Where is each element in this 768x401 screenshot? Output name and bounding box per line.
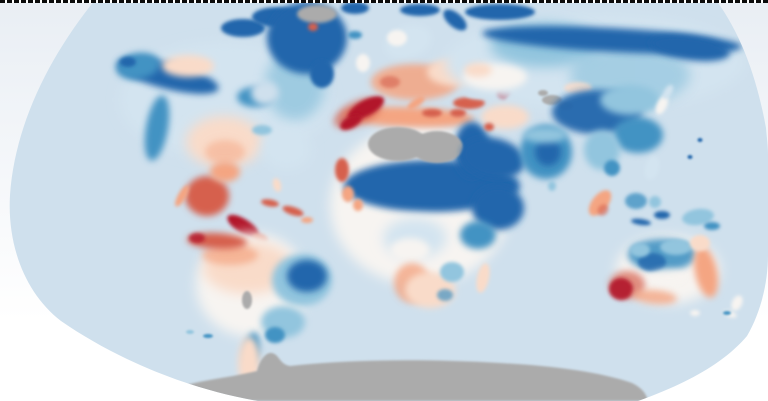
antilles	[301, 217, 313, 223]
borneo	[625, 193, 647, 209]
blob	[654, 211, 670, 219]
yukon-warm-patch	[162, 55, 214, 77]
pacific-speck	[697, 138, 703, 142]
arctic-island	[341, 2, 369, 14]
kenya	[460, 221, 496, 249]
altiplano-no-data	[242, 291, 252, 309]
blob	[205, 140, 245, 164]
greenland	[267, 2, 362, 88]
great-lakes	[252, 125, 272, 135]
greenland-red-spot	[308, 23, 318, 31]
blob	[310, 60, 334, 88]
baja	[175, 185, 189, 207]
iceland	[348, 31, 362, 39]
turkey-red	[453, 97, 485, 109]
blob	[265, 327, 285, 343]
blob	[342, 186, 354, 202]
west-coast-red	[335, 158, 349, 182]
sumatra-salmon	[588, 190, 612, 216]
philippines	[644, 156, 660, 180]
pacific-speck	[687, 155, 693, 159]
blob	[660, 239, 692, 255]
sahara-no-data	[411, 131, 463, 163]
south-coast-salmon	[633, 289, 677, 305]
iberia-dark-red	[347, 96, 385, 120]
north-china	[600, 85, 660, 115]
blob	[704, 222, 720, 230]
blob	[484, 123, 494, 131]
tarim-no-data	[538, 90, 548, 96]
horn-of-africa	[472, 186, 524, 230]
south-georgia	[186, 330, 194, 334]
blob	[630, 243, 650, 257]
ne-brazil-core	[287, 260, 327, 292]
hispaniola	[282, 205, 304, 217]
antarctica-no-data	[140, 352, 648, 401]
blob	[353, 199, 363, 211]
blob	[604, 160, 620, 176]
falklands	[203, 334, 213, 338]
morocco-dark-red	[340, 114, 362, 130]
blob	[650, 269, 686, 285]
central-america	[227, 214, 259, 238]
top-dashed-border	[0, 0, 768, 3]
antarctica	[140, 352, 648, 401]
new-guinea	[682, 208, 714, 226]
new-zealand-north	[731, 295, 743, 311]
sri-lanka	[548, 181, 556, 191]
blob	[437, 289, 453, 301]
blob	[662, 84, 674, 100]
cuba	[261, 199, 279, 207]
madagascar	[476, 263, 490, 293]
continent-africa	[330, 96, 524, 308]
norway-coast	[387, 30, 407, 46]
north-india	[523, 127, 567, 143]
blob	[650, 34, 730, 62]
blob	[202, 245, 258, 265]
west-coast-band	[144, 95, 170, 161]
blob	[638, 253, 666, 271]
blob	[440, 262, 464, 282]
continent-asia	[400, 4, 745, 230]
sw-australia-dark-red	[609, 278, 633, 300]
blob	[380, 76, 400, 88]
blob	[690, 235, 710, 251]
italy	[407, 96, 425, 110]
arctic-russia-islands	[465, 4, 535, 20]
continent-australia	[609, 235, 743, 318]
blob	[464, 63, 492, 77]
novaya-zemlya	[443, 9, 467, 31]
blob	[422, 109, 442, 117]
east-us-wash	[263, 130, 311, 170]
british-isles	[356, 54, 370, 72]
florida	[272, 178, 282, 192]
india-core	[535, 138, 561, 166]
arabia-dark-blue	[461, 137, 525, 179]
greenland-icecap-no-data	[297, 5, 337, 23]
korea-japan	[655, 95, 669, 115]
hudson-bay	[251, 81, 279, 105]
nz-blue-spot	[723, 311, 731, 315]
arctic-island	[400, 4, 440, 16]
congo-neutral	[390, 238, 430, 262]
iran-pale	[481, 105, 529, 129]
east-china-blue	[613, 117, 663, 153]
blob	[450, 109, 466, 117]
blob	[189, 233, 205, 243]
arctic-island	[221, 19, 265, 37]
java	[631, 218, 651, 226]
mexico	[185, 176, 229, 216]
blob	[597, 204, 609, 216]
blob	[570, 45, 690, 105]
blob	[120, 57, 136, 67]
land-anomaly-layer	[116, 2, 745, 401]
sulawesi	[649, 196, 661, 208]
east-australia-arc	[693, 246, 719, 298]
indochina	[584, 130, 620, 170]
tasmania	[690, 310, 700, 316]
texas	[210, 162, 240, 182]
